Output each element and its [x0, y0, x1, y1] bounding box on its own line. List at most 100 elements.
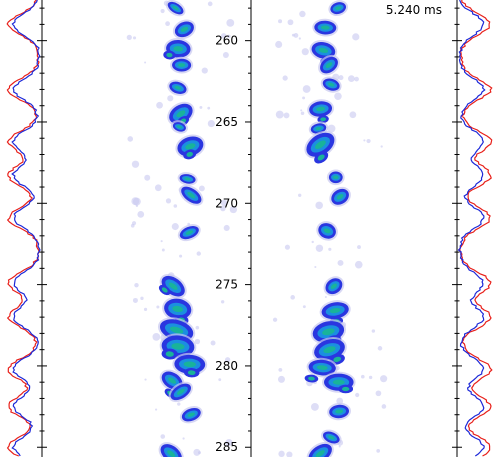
haze-speck — [354, 76, 359, 82]
blob-core — [183, 361, 196, 368]
blob-core — [329, 307, 341, 314]
blob-11 — [323, 276, 345, 297]
blob-core — [335, 409, 344, 414]
blob-17 — [327, 402, 352, 421]
haze-speck — [380, 145, 383, 148]
blob-lobe-core — [308, 376, 315, 381]
blob-core — [335, 6, 342, 10]
haze-speck — [222, 51, 229, 58]
time-readout: 5.240 ms — [386, 3, 442, 17]
haze-speck — [375, 390, 382, 397]
blob-14 — [312, 337, 347, 365]
haze-speck — [195, 325, 200, 330]
haze-speck — [131, 197, 140, 206]
haze-speck — [167, 95, 174, 102]
center-depth-axis: 260 265 270 275 280 285 — [215, 0, 252, 457]
blob-core — [176, 388, 185, 395]
right-red-trace — [459, 0, 493, 457]
blob-core — [168, 377, 177, 384]
blob-4 — [167, 79, 189, 96]
haze-speck — [363, 139, 366, 142]
haze-speck — [165, 198, 172, 204]
haze-speck — [220, 205, 226, 212]
center-tick-label-280: 280 — [215, 359, 238, 373]
blob-core — [316, 365, 328, 370]
haze-speck — [156, 305, 160, 309]
haze-speck — [143, 307, 148, 311]
haze-speck — [207, 106, 211, 110]
center-tick-label-285: 285 — [215, 440, 238, 454]
blob-17 — [168, 381, 193, 403]
haze-speck — [338, 75, 344, 81]
haze-speck — [283, 112, 290, 119]
blob-core — [174, 85, 182, 90]
blob-lobe-core — [187, 370, 196, 376]
haze-speck — [361, 374, 365, 379]
haze-speck — [298, 37, 301, 40]
haze-speck — [311, 240, 314, 244]
blob-core — [332, 379, 345, 385]
haze-speck — [298, 193, 302, 197]
center-tick-label-275: 275 — [215, 278, 238, 292]
blob-lobe-core — [166, 52, 173, 58]
haze-speck — [207, 119, 215, 128]
blob-1 — [312, 18, 339, 37]
blob-6 — [170, 120, 188, 134]
haze-speck — [301, 48, 309, 56]
blob-core — [172, 5, 179, 11]
blob-lobe-core — [320, 117, 326, 122]
haze-speck — [338, 445, 341, 448]
left-image-column — [126, 0, 238, 457]
right-trace-panel — [452, 0, 493, 457]
haze-speck — [173, 204, 178, 208]
blob-18 — [321, 429, 342, 446]
blob-12 — [319, 300, 351, 326]
haze-speck — [198, 185, 205, 192]
blob-core — [323, 346, 336, 354]
blob-12 — [162, 296, 194, 326]
blob-lobe-core — [333, 356, 342, 363]
blob-core — [320, 25, 330, 30]
blob-lobe-core — [165, 351, 174, 357]
blob-4 — [320, 76, 342, 93]
haze-speck — [229, 205, 238, 214]
blob-14 — [159, 333, 197, 360]
haze-speck — [371, 329, 376, 333]
blob-19 — [158, 442, 184, 457]
haze-speck — [310, 402, 319, 411]
blob-core — [169, 326, 184, 334]
blob-core — [316, 106, 326, 112]
haze-speck — [155, 408, 158, 411]
haze-speck — [287, 19, 294, 26]
left-blue-trace — [11, 0, 41, 457]
haze-speck — [314, 265, 317, 269]
blob-core — [330, 283, 338, 289]
blob-9 — [329, 186, 351, 207]
haze-speck — [324, 296, 327, 299]
haze-speck — [349, 111, 357, 119]
haze-speck — [210, 340, 216, 346]
haze-speck — [336, 397, 344, 405]
haze-speck — [380, 375, 388, 383]
haze-speck — [300, 111, 305, 115]
right-trace-ticks — [452, 7, 462, 448]
haze-speck — [226, 18, 235, 27]
blob-core — [318, 47, 329, 54]
blob-core — [187, 192, 196, 199]
haze-speck — [381, 404, 387, 409]
haze-speck — [156, 101, 163, 109]
blob-9 — [179, 184, 204, 206]
haze-speck — [286, 451, 293, 457]
haze-speck — [282, 75, 288, 81]
haze-speck — [278, 450, 285, 457]
blob-core — [322, 328, 335, 336]
blob-3 — [170, 56, 194, 74]
haze-speck — [220, 199, 228, 207]
haze-speck — [368, 375, 373, 380]
blob-core — [328, 435, 335, 440]
blob-2 — [163, 37, 193, 60]
blob-core — [325, 62, 333, 69]
haze-speck — [196, 251, 201, 256]
blob-core — [333, 175, 339, 180]
haze-speck — [144, 61, 147, 64]
